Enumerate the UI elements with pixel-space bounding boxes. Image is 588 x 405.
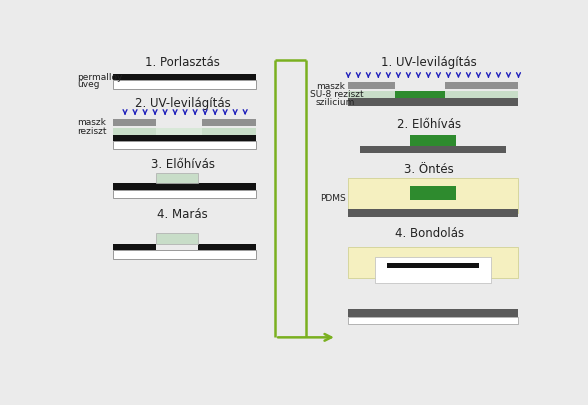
Text: 4. Bondolás: 4. Bondolás [395, 227, 464, 240]
Bar [113, 128, 256, 135]
Text: SU-8 reziszt: SU-8 reziszt [310, 90, 363, 99]
Text: maszk: maszk [77, 118, 106, 127]
Text: permalloy: permalloy [77, 73, 123, 82]
Bar [348, 209, 517, 217]
Bar [348, 98, 517, 106]
Bar [445, 83, 517, 90]
Text: PDMS: PDMS [320, 194, 346, 203]
Bar [348, 91, 517, 98]
Bar [410, 135, 456, 146]
Bar [360, 146, 506, 153]
Bar [113, 119, 156, 126]
Bar [375, 256, 491, 284]
Text: 1. Porlasztás: 1. Porlasztás [145, 56, 220, 69]
Bar [156, 173, 198, 183]
Bar [113, 250, 256, 259]
Bar [202, 119, 256, 126]
Text: 3. Öntés: 3. Öntés [405, 162, 454, 175]
Bar [387, 263, 479, 268]
Bar [156, 233, 198, 244]
Bar [113, 141, 256, 149]
Text: maszk: maszk [316, 82, 345, 91]
Bar [113, 135, 256, 141]
Text: szilicium: szilicium [316, 98, 355, 107]
Text: 3. Előhívás: 3. Előhívás [151, 158, 215, 171]
Bar [198, 244, 256, 250]
Bar [395, 91, 445, 98]
Bar [113, 244, 156, 250]
Bar [348, 309, 517, 317]
Bar [348, 83, 395, 90]
Text: 2. Előhívás: 2. Előhívás [397, 118, 461, 131]
Bar [113, 80, 256, 90]
Text: 2. UV-levilágítás: 2. UV-levilágítás [135, 97, 230, 110]
Bar [348, 247, 517, 278]
Text: reziszt: reziszt [77, 127, 107, 136]
Bar [348, 178, 517, 213]
Bar [113, 183, 256, 190]
Bar [348, 317, 517, 324]
Text: üveg: üveg [77, 80, 100, 89]
Bar [113, 74, 256, 80]
Text: 1. UV-levilágítás: 1. UV-levilágítás [381, 56, 477, 69]
Bar [410, 185, 456, 200]
Bar [113, 190, 256, 198]
Text: 4. Marás: 4. Marás [158, 208, 208, 221]
Bar [156, 128, 202, 135]
